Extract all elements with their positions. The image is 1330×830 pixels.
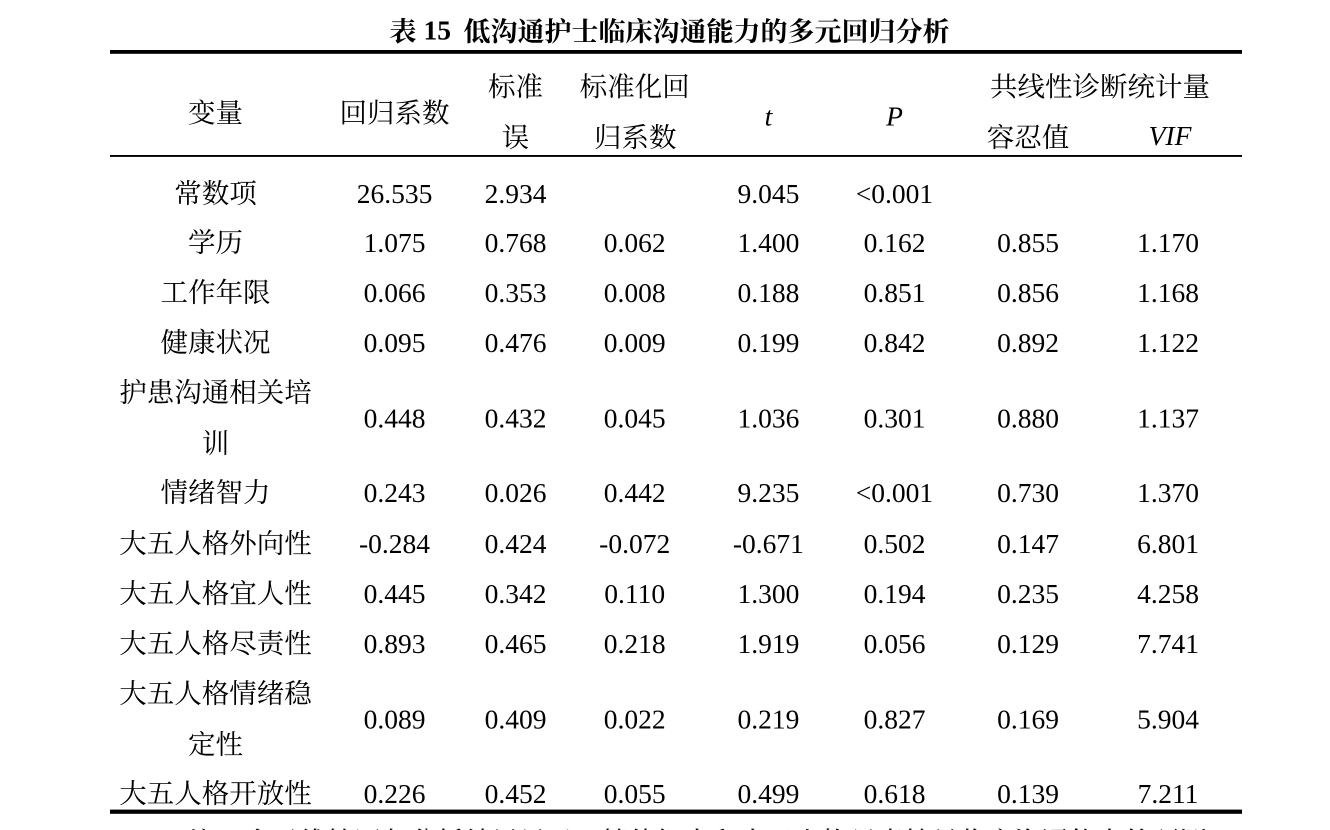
- svg-text:6.801: 6.801: [1137, 528, 1199, 559]
- svg-text:-0.284: -0.284: [359, 528, 430, 559]
- svg-text:0.089: 0.089: [364, 704, 426, 735]
- svg-text:5.904: 5.904: [1137, 704, 1199, 735]
- svg-text:0.062: 0.062: [604, 227, 666, 258]
- svg-text:1.400: 1.400: [737, 227, 799, 258]
- svg-text:0.009: 0.009: [604, 327, 666, 358]
- svg-text:0.893: 0.893: [364, 628, 426, 659]
- svg-text:0.095: 0.095: [364, 327, 426, 358]
- svg-text:0.301: 0.301: [864, 403, 926, 434]
- svg-text:0.199: 0.199: [737, 327, 799, 358]
- svg-text:0.219: 0.219: [737, 704, 799, 735]
- svg-text:15: 15: [424, 15, 452, 46]
- svg-text:1.137: 1.137: [1137, 403, 1199, 434]
- svg-text:0.045: 0.045: [604, 403, 666, 434]
- svg-text:P: P: [885, 101, 903, 132]
- svg-text:<0.001: <0.001: [856, 477, 933, 508]
- svg-text:0.452: 0.452: [485, 778, 547, 809]
- svg-text:0.066: 0.066: [364, 277, 426, 308]
- svg-text:0.445: 0.445: [364, 578, 426, 609]
- svg-text:0.499: 0.499: [737, 778, 799, 809]
- svg-text:26.535: 26.535: [357, 178, 433, 209]
- svg-text:0.022: 0.022: [604, 704, 666, 735]
- svg-text:0.880: 0.880: [997, 403, 1059, 434]
- svg-text:0.129: 0.129: [997, 628, 1059, 659]
- svg-text:0.055: 0.055: [604, 778, 666, 809]
- svg-text:9.235: 9.235: [737, 477, 799, 508]
- svg-text:<0.001: <0.001: [856, 178, 933, 209]
- svg-text:0.892: 0.892: [997, 327, 1059, 358]
- svg-text:0.851: 0.851: [864, 277, 926, 308]
- svg-text:0.618: 0.618: [864, 778, 926, 809]
- svg-text:0.730: 0.730: [997, 477, 1059, 508]
- svg-text:0.424: 0.424: [485, 528, 547, 559]
- svg-text:0.409: 0.409: [485, 704, 547, 735]
- svg-text:0.476: 0.476: [485, 327, 547, 358]
- svg-text:0.026: 0.026: [485, 477, 547, 508]
- svg-text:0.353: 0.353: [485, 277, 547, 308]
- svg-text:t: t: [765, 101, 774, 132]
- svg-text:VIF: VIF: [1149, 120, 1193, 151]
- svg-text:0.110: 0.110: [604, 578, 665, 609]
- svg-text:0.226: 0.226: [364, 778, 426, 809]
- svg-text:4.258: 4.258: [1137, 578, 1199, 609]
- svg-text:0.162: 0.162: [864, 227, 926, 258]
- svg-text:0.235: 0.235: [997, 578, 1059, 609]
- svg-text:1.370: 1.370: [1137, 477, 1199, 508]
- svg-text:0.056: 0.056: [864, 628, 926, 659]
- svg-text:7.211: 7.211: [1138, 778, 1199, 809]
- svg-text:0.188: 0.188: [737, 277, 799, 308]
- svg-text:0.218: 0.218: [604, 628, 666, 659]
- svg-text:1.168: 1.168: [1137, 277, 1199, 308]
- svg-text:0.147: 0.147: [997, 528, 1059, 559]
- svg-text:9.045: 9.045: [737, 178, 799, 209]
- svg-text:0.842: 0.842: [864, 327, 926, 358]
- svg-text:7.741: 7.741: [1137, 628, 1199, 659]
- svg-text:0.827: 0.827: [864, 704, 926, 735]
- svg-text:0.432: 0.432: [485, 403, 547, 434]
- svg-text:0.243: 0.243: [364, 477, 426, 508]
- svg-text:0.768: 0.768: [485, 227, 547, 258]
- svg-text:1.122: 1.122: [1137, 327, 1199, 358]
- svg-text:1.075: 1.075: [364, 227, 426, 258]
- svg-text:0.855: 0.855: [997, 227, 1059, 258]
- svg-text:0.442: 0.442: [604, 477, 666, 508]
- svg-text:0.465: 0.465: [485, 628, 547, 659]
- svg-text:0.502: 0.502: [864, 528, 926, 559]
- svg-text:2.934: 2.934: [485, 178, 547, 209]
- svg-text:1.170: 1.170: [1137, 227, 1199, 258]
- svg-text:0.856: 0.856: [997, 277, 1059, 308]
- svg-text:0.448: 0.448: [364, 403, 426, 434]
- svg-text:-0.671: -0.671: [733, 528, 804, 559]
- svg-text:0.342: 0.342: [485, 578, 547, 609]
- svg-text:1.300: 1.300: [737, 578, 799, 609]
- svg-text:1.919: 1.919: [737, 628, 799, 659]
- svg-text:1.036: 1.036: [737, 403, 799, 434]
- svg-text:0.139: 0.139: [997, 778, 1059, 809]
- svg-text:0.194: 0.194: [864, 578, 926, 609]
- svg-text:0.169: 0.169: [997, 704, 1059, 735]
- svg-text:0.008: 0.008: [604, 277, 666, 308]
- svg-text:-0.072: -0.072: [599, 528, 670, 559]
